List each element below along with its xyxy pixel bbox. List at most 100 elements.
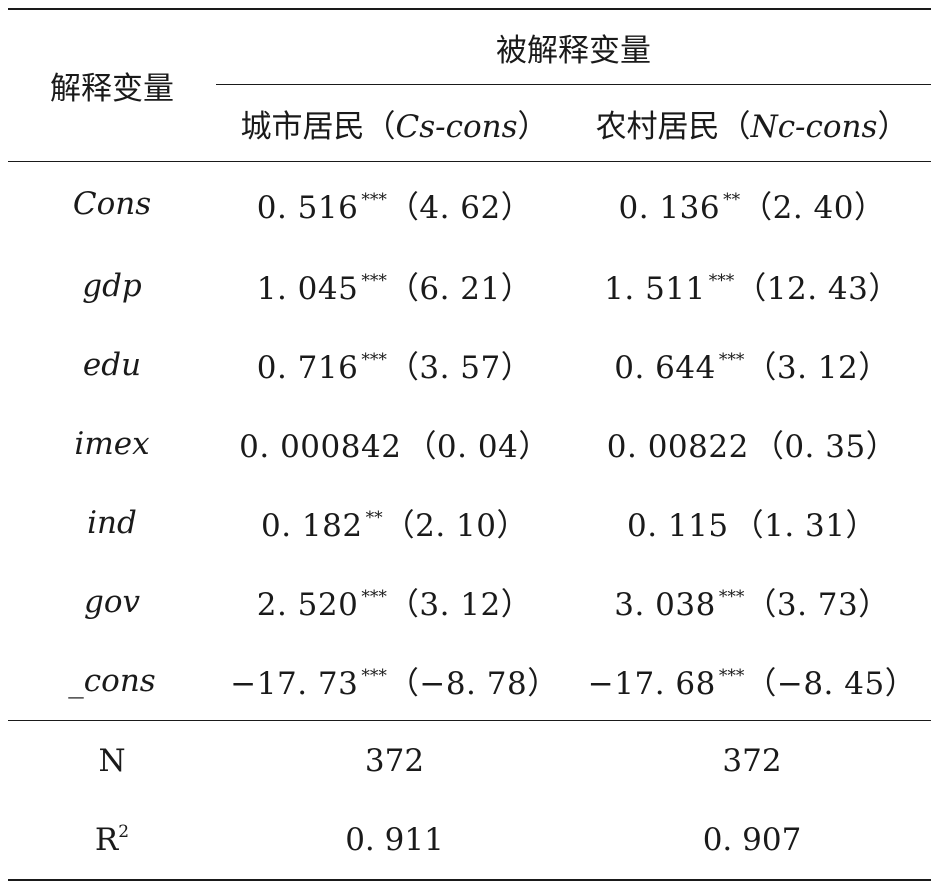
rural-cell: −17. 68 ***（−8. 45）: [573, 641, 931, 721]
header-row-1: 解释变量 被解释变量: [8, 8, 931, 162]
significance-stars: ***: [708, 271, 735, 291]
urban-cell: 0. 516 ***（4. 62）: [216, 161, 573, 246]
rural-header-prefix: 农村居民（: [595, 108, 751, 145]
rural-cell: 3. 038 ***（3. 73）: [573, 562, 931, 641]
coefficient: 1. 045: [256, 271, 359, 307]
t-statistic: （0. 35）: [752, 429, 898, 465]
variable-name-cell: gdp: [8, 246, 216, 325]
urban-cell: 0. 000842 （0. 04）: [216, 404, 573, 483]
coefficient: 0. 644: [614, 350, 716, 386]
rural-residents-header: 农村居民（Nc-cons）: [573, 84, 931, 162]
coefficient: 2. 520: [256, 587, 359, 623]
rural-cell: 0. 136 **（2. 40）: [573, 161, 931, 246]
rural-stat-cell: 0. 907: [573, 800, 931, 881]
variable-name-cell: ind: [8, 483, 216, 562]
table-row: imex 0. 000842 （0. 04） 0. 00822 （0. 35）: [8, 404, 931, 483]
significance-stars: ***: [718, 666, 745, 686]
significance-stars: ***: [361, 666, 387, 686]
urban-cell: 0. 182 **（2. 10）: [216, 483, 573, 562]
variable-name-cell: gov: [8, 562, 216, 641]
significance-stars: **: [723, 189, 741, 210]
t-statistic: （−8. 45）: [745, 666, 917, 702]
coefficient: −17. 68: [587, 666, 716, 702]
rural-stat-cell: 372: [573, 720, 931, 800]
regression-table: 解释变量 被解释变量 城市居民（Cs-cons） 农村居民（Nc-cons） C…: [8, 8, 931, 881]
significance-stars: ***: [361, 189, 387, 210]
urban-header-suffix: ）: [517, 108, 549, 145]
significance-stars: ***: [718, 587, 745, 607]
coefficient: 0. 115: [627, 508, 729, 544]
t-statistic: （3. 12）: [387, 587, 533, 623]
variable-name-cell: imex: [8, 404, 216, 483]
urban-stat-cell: 372: [216, 720, 573, 800]
stat-value: 0. 907: [702, 821, 802, 858]
stat-label-superscript: 2: [118, 821, 130, 842]
urban-stat-cell: 0. 911: [216, 800, 573, 881]
t-statistic: （2. 10）: [383, 508, 528, 544]
t-statistic: （3. 57）: [387, 350, 533, 386]
stat-label: R: [94, 821, 119, 858]
stat-label: N: [98, 742, 126, 779]
rural-header-suffix: ）: [877, 108, 909, 145]
t-statistic: （2. 40）: [741, 189, 886, 226]
coefficient: 0. 136: [618, 189, 721, 226]
t-statistic: （6. 21）: [387, 271, 533, 307]
stat-value: 0. 911: [345, 821, 444, 858]
urban-cell: 2. 520 ***（3. 12）: [216, 562, 573, 641]
stat-label-cell: N: [8, 720, 216, 800]
urban-cell: −17. 73 ***（−8. 78）: [216, 641, 573, 721]
coefficient: 1. 511: [604, 271, 706, 307]
coefficient: −17. 73: [230, 666, 359, 702]
rural-cell: 0. 115 （1. 31）: [573, 483, 931, 562]
stat-row-n: N 372 372: [8, 720, 931, 800]
t-statistic: （3. 12）: [745, 350, 890, 386]
urban-cell: 0. 716 ***（3. 57）: [216, 325, 573, 404]
rural-cell: 0. 00822 （0. 35）: [573, 404, 931, 483]
t-statistic: （0. 04）: [405, 429, 550, 465]
dependent-variable-header: 被解释变量: [216, 8, 931, 85]
variable-name: Cons: [72, 186, 152, 222]
coefficient: 0. 00822: [606, 429, 749, 465]
stat-row-r2: R2 0. 911 0. 907: [8, 800, 931, 881]
table-row: gov 2. 520 ***（3. 12） 3. 038 ***（3. 73）: [8, 562, 931, 641]
rural-header-var: Nc-cons: [750, 108, 878, 145]
significance-stars: ***: [361, 271, 387, 291]
header-row-2: 城市居民（Cs-cons） 农村居民（Nc-cons）: [8, 84, 931, 162]
urban-residents-header: 城市居民（Cs-cons）: [216, 84, 573, 162]
variable-name-cell: _cons: [8, 641, 216, 721]
significance-stars: **: [365, 508, 383, 528]
variable-name: ind: [87, 504, 137, 541]
significance-stars: ***: [361, 350, 387, 370]
variable-name-cell: edu: [8, 325, 216, 404]
variable-name: edu: [82, 346, 142, 383]
variable-name: gov: [83, 583, 141, 620]
coefficient: 0. 000842: [239, 429, 402, 465]
urban-header-var: Cs-cons: [395, 108, 518, 145]
t-statistic: （3. 73）: [745, 587, 890, 623]
explanatory-variable-header: 解释变量: [8, 8, 216, 162]
coefficient: 0. 516: [256, 189, 359, 226]
table-row: gdp 1. 045 ***（6. 21） 1. 511 ***（12. 43）: [8, 246, 931, 325]
t-statistic: （−8. 78）: [387, 666, 559, 702]
explanatory-variable-label: 解释变量: [50, 71, 174, 107]
variable-name-cell: Cons: [8, 161, 216, 246]
urban-cell: 1. 045 ***（6. 21）: [216, 246, 573, 325]
table-row: _cons −17. 73 ***（−8. 78） −17. 68 ***（−8. …: [8, 641, 931, 721]
variable-name: imex: [74, 425, 150, 462]
coefficient: 3. 038: [614, 587, 716, 623]
rural-cell: 1. 511 ***（12. 43）: [573, 246, 931, 325]
t-statistic: （4. 62）: [387, 189, 533, 226]
variable-name: _cons: [68, 662, 156, 699]
significance-stars: ***: [718, 350, 745, 370]
coefficient: 0. 716: [256, 350, 359, 386]
table-row: Cons 0. 516 ***（4. 62） 0. 136 **（2. 40）: [8, 161, 931, 246]
rural-cell: 0. 644 ***（3. 12）: [573, 325, 931, 404]
coefficient: 0. 182: [261, 508, 363, 544]
stat-value: 372: [722, 742, 782, 779]
t-statistic: （12. 43）: [735, 271, 900, 307]
stat-label-cell: R2: [8, 800, 216, 881]
table-row: edu 0. 716 ***（3. 57） 0. 644 ***（3. 12）: [8, 325, 931, 404]
urban-header-prefix: 城市居民（: [240, 108, 396, 145]
stat-value: 372: [364, 742, 425, 779]
